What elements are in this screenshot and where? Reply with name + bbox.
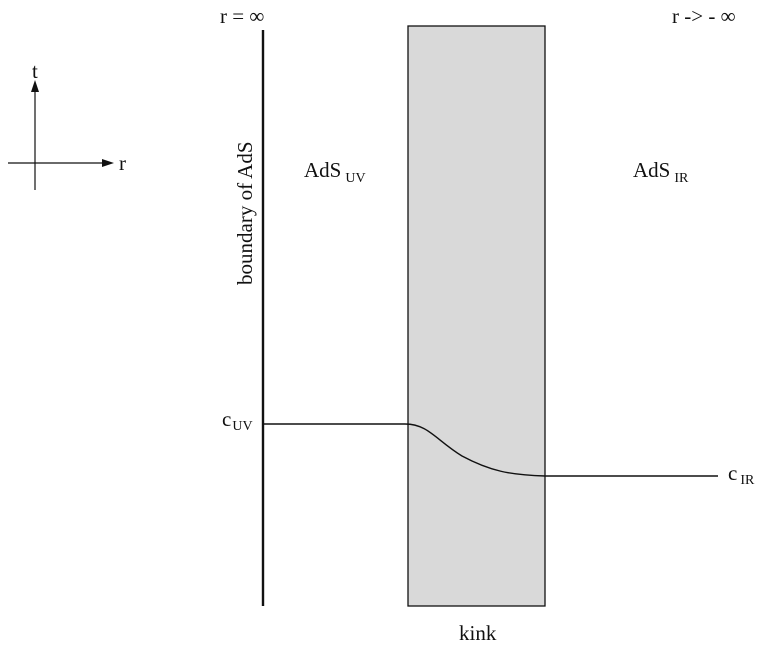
ads-ir-label: AdS IR	[633, 158, 689, 186]
r-axis-arrowhead	[102, 159, 114, 167]
r-neg-infinity-label: r -> - ∞	[672, 4, 736, 28]
t-axis-arrowhead	[31, 80, 39, 92]
kink-label: kink	[459, 621, 497, 645]
coordinate-axes: t r	[8, 59, 126, 190]
kink-region	[407, 25, 546, 607]
boundary-label: boundary of AdS	[233, 142, 257, 286]
ads-uv-sub: UV	[345, 171, 365, 186]
r-infinity-label: r = ∞	[220, 4, 264, 28]
ads-ir-sub: IR	[674, 171, 689, 186]
ads-ir-main: AdS	[633, 158, 670, 182]
ads-uv-label: AdS UV	[304, 158, 366, 186]
c-ir-sub: IR	[740, 473, 755, 488]
c-uv-main: c	[222, 407, 231, 431]
c-ir-main: c	[728, 461, 737, 485]
c-uv-label: cUV	[222, 407, 253, 434]
ads-uv-main: AdS	[304, 158, 341, 182]
r-axis-label: r	[119, 151, 126, 175]
c-uv-sub: UV	[232, 419, 252, 434]
t-axis-label: t	[32, 59, 38, 83]
c-profile-curve	[263, 423, 718, 477]
c-ir-label: c IR	[728, 461, 755, 488]
